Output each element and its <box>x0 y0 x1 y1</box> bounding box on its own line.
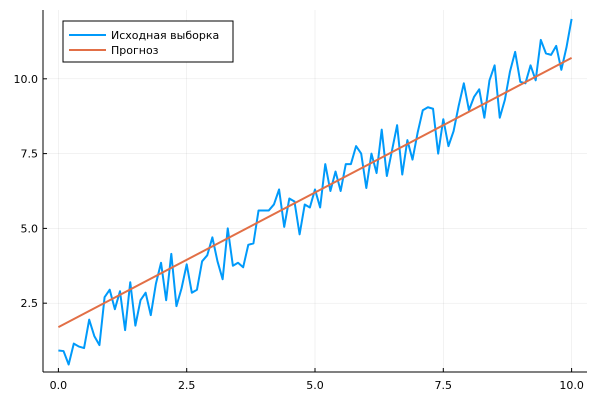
x-tick-label: 10.0 <box>559 379 584 392</box>
y-tick-label: 5.0 <box>21 222 39 235</box>
series-line-forecast <box>57 56 573 329</box>
y-ticks: 2.5 5.0 7.5 10.0 <box>14 73 47 310</box>
legend-label-forecast: Прогноз <box>111 44 159 57</box>
y-tick-label: 7.5 <box>21 148 39 161</box>
y-tick-label: 2.5 <box>21 297 39 310</box>
x-tick-label: 0.0 <box>50 379 68 392</box>
x-tick-label: 7.5 <box>435 379 453 392</box>
legend: Исходная выборка Прогноз <box>62 20 234 63</box>
x-tick-label: 2.5 <box>178 379 196 392</box>
x-ticks: 0.0 2.5 5.0 7.5 10.0 <box>50 368 584 392</box>
series-line-sample <box>58 18 573 366</box>
series-layer <box>57 18 573 366</box>
y-tick-label: 10.0 <box>14 73 39 86</box>
x-tick-label: 5.0 <box>306 379 324 392</box>
legend-label-sample: Исходная выборка <box>111 29 219 42</box>
legend-box <box>62 20 234 63</box>
